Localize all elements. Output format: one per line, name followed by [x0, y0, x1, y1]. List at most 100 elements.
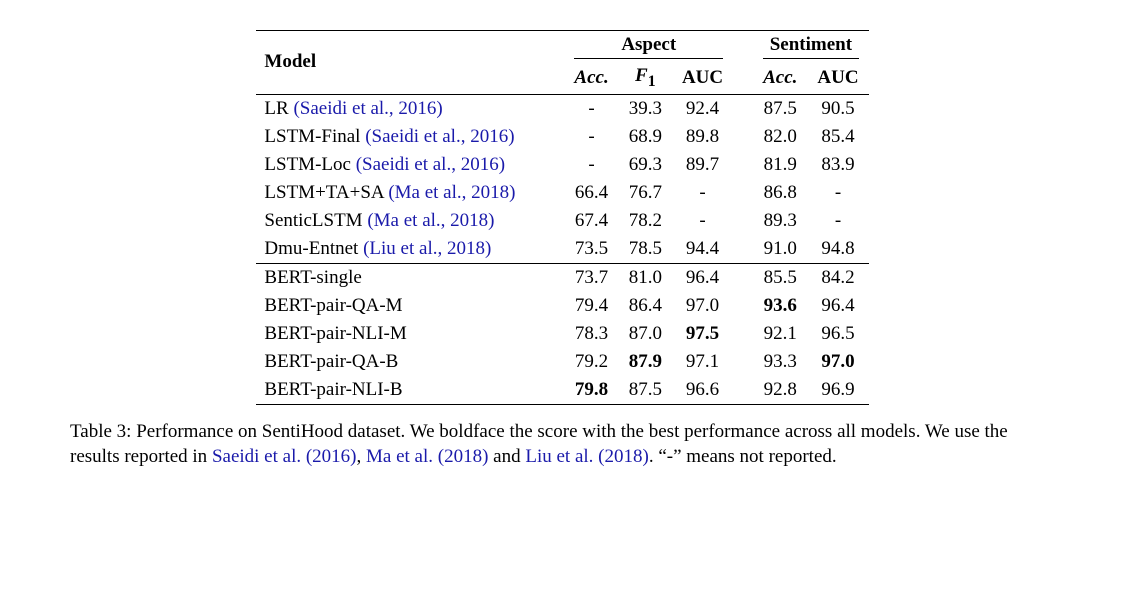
table-cell: 78.5 [619, 235, 672, 264]
table-cell: - [564, 151, 618, 179]
spacer [733, 292, 753, 320]
table-cell: 73.5 [564, 235, 618, 264]
table-row: Dmu-Entnet (Liu et al., 2018)73.578.594.… [256, 235, 868, 264]
table-cell: 84.2 [807, 263, 868, 292]
cite-link[interactable]: (Saeidi et al., 2016) [365, 126, 514, 147]
table-cell: 73.7 [564, 263, 618, 292]
cite-link[interactable]: Ma et al. (2018) [366, 446, 488, 467]
table-cell: 82.0 [753, 123, 807, 151]
table-cell: - [564, 94, 618, 123]
table-cell: 94.8 [807, 235, 868, 264]
table-cell: 86.4 [619, 292, 672, 320]
model-name-cell: BERT-pair-QA-M [256, 292, 564, 320]
table-cell: 93.3 [753, 348, 807, 376]
table-cell: 69.3 [619, 151, 672, 179]
model-name-cell: Dmu-Entnet (Liu et al., 2018) [256, 235, 564, 264]
cite-link[interactable]: Saeidi et al. (2016) [212, 446, 357, 467]
header-row-1: Model Aspect Sentiment [256, 31, 868, 63]
col-model-header: Model [256, 31, 564, 95]
table-cell: 83.9 [807, 151, 868, 179]
table-cell: 90.5 [807, 94, 868, 123]
table-cell: 87.9 [619, 348, 672, 376]
cite-link[interactable]: (Saeidi et al., 2016) [293, 98, 442, 119]
col-aspect-acc: Acc. [564, 62, 618, 94]
table-cell: 89.8 [672, 123, 733, 151]
table-cell: 89.3 [753, 207, 807, 235]
model-name-cell: SenticLSTM (Ma et al., 2018) [256, 207, 564, 235]
spacer [733, 62, 753, 94]
cite-link[interactable]: (Saeidi et al., 2016) [356, 154, 505, 175]
model-name-cell: BERT-pair-NLI-B [256, 376, 564, 405]
table-cell: 76.7 [619, 179, 672, 207]
col-sent-auc: AUC [807, 62, 868, 94]
col-aspect-auc: AUC [672, 62, 733, 94]
table-row: BERT-pair-NLI-M78.387.097.5 92.196.5 [256, 320, 868, 348]
table-cell: 79.2 [564, 348, 618, 376]
model-name-cell: LSTM-Final (Saeidi et al., 2016) [256, 123, 564, 151]
table-cell: 68.9 [619, 123, 672, 151]
spacer [733, 94, 753, 123]
table-cell: 39.3 [619, 94, 672, 123]
table-cell: - [807, 179, 868, 207]
table-cell: 92.8 [753, 376, 807, 405]
caption-text: . “-” means not reported. [649, 446, 837, 467]
table-cell: 78.2 [619, 207, 672, 235]
spacer [733, 207, 753, 235]
table-cell: - [672, 179, 733, 207]
table-row: LR (Saeidi et al., 2016)-39.392.4 87.590.… [256, 94, 868, 123]
table-cell: 97.0 [807, 348, 868, 376]
table-cell: 97.0 [672, 292, 733, 320]
table-cell: 94.4 [672, 235, 733, 264]
table-cell: 81.9 [753, 151, 807, 179]
model-name-cell: BERT-pair-NLI-M [256, 320, 564, 348]
cite-link[interactable]: (Liu et al., 2018) [363, 238, 491, 259]
table-cell: 66.4 [564, 179, 618, 207]
table-cell: 96.5 [807, 320, 868, 348]
model-name-cell: LR (Saeidi et al., 2016) [256, 94, 564, 123]
spacer [733, 348, 753, 376]
col-sent-acc: Acc. [753, 62, 807, 94]
caption-text: , [357, 446, 367, 467]
table-row: SenticLSTM (Ma et al., 2018)67.478.2-89.… [256, 207, 868, 235]
model-name-cell: LSTM-Loc (Saeidi et al., 2016) [256, 151, 564, 179]
spacer [733, 179, 753, 207]
caption-text: and [488, 446, 525, 467]
table-cell: 87.0 [619, 320, 672, 348]
table-cell: 96.4 [807, 292, 868, 320]
spacer [733, 320, 753, 348]
table-cell: 96.9 [807, 376, 868, 405]
col-aspect-f1: F1 [619, 62, 672, 94]
cite-link[interactable]: Liu et al. (2018) [525, 446, 648, 467]
table-row: BERT-single73.781.096.485.584.2 [256, 263, 868, 292]
model-name-cell: BERT-single [256, 263, 564, 292]
table-cell: 91.0 [753, 235, 807, 264]
model-name-cell: LSTM+TA+SA (Ma et al., 2018) [256, 179, 564, 207]
table-cell: 85.4 [807, 123, 868, 151]
table-caption: Table 3: Performance on SentiHood datase… [70, 419, 1055, 470]
table-cell: 93.6 [753, 292, 807, 320]
table-cell: - [807, 207, 868, 235]
table-cell: 92.4 [672, 94, 733, 123]
table-cell: 97.5 [672, 320, 733, 348]
table-cell: 81.0 [619, 263, 672, 292]
table-cell: 89.7 [672, 151, 733, 179]
table-cell: 79.8 [564, 376, 618, 405]
table-row: BERT-pair-NLI-B79.887.596.692.896.9 [256, 376, 868, 405]
table-cell: 87.5 [753, 94, 807, 123]
table-cell: 92.1 [753, 320, 807, 348]
table-row: LSTM+TA+SA (Ma et al., 2018)66.476.7-86.… [256, 179, 868, 207]
table-cell: 96.4 [672, 263, 733, 292]
table-cell: 87.5 [619, 376, 672, 405]
model-name-cell: BERT-pair-QA-B [256, 348, 564, 376]
table-cell: 78.3 [564, 320, 618, 348]
cite-link[interactable]: (Ma et al., 2018) [367, 210, 494, 231]
table-row: BERT-pair-QA-B79.287.997.193.397.0 [256, 348, 868, 376]
table-cell: - [672, 207, 733, 235]
spacer [733, 151, 753, 179]
spacer [733, 123, 753, 151]
spacer [733, 235, 753, 264]
results-table: Model Aspect Sentiment Acc. F1 AUC Acc. … [256, 30, 868, 405]
cite-link[interactable]: (Ma et al., 2018) [388, 182, 515, 203]
spacer [733, 376, 753, 405]
table-cell: - [564, 123, 618, 151]
